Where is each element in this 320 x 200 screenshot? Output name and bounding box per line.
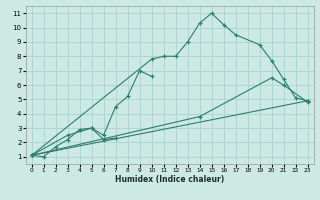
X-axis label: Humidex (Indice chaleur): Humidex (Indice chaleur): [115, 175, 224, 184]
